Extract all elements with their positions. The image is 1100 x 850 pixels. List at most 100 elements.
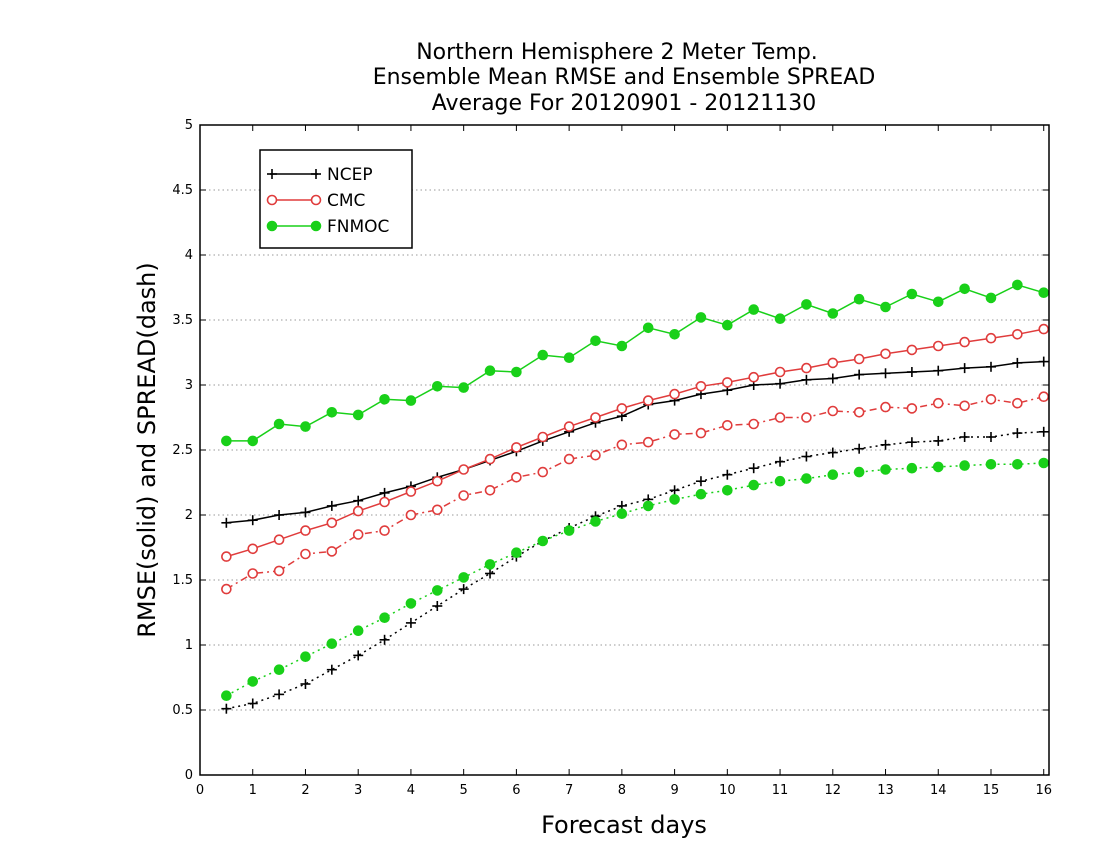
cmc-spread-point <box>563 453 575 465</box>
cmc-rmse-point <box>853 353 865 365</box>
fnmoc-rmse-point <box>273 418 285 430</box>
ncep-rmse-point <box>221 517 232 528</box>
ncep-spread-point <box>722 469 733 480</box>
tick-layer: 00.511.522.533.544.550 1 2 3 4 5 6 7 8 9 10 11 12 13 1… <box>172 118 1052 798</box>
grid-layer <box>200 189 1049 711</box>
fnmoc-spread-point <box>880 464 891 475</box>
cmc-spread-series <box>221 391 1050 595</box>
x-tick-label: 9 <box>670 783 678 798</box>
fnmoc-rmse-point <box>590 335 601 347</box>
cmc-rmse-point <box>458 464 469 475</box>
x-tick-label: 0 <box>196 783 204 798</box>
ncep-spread-point <box>485 568 496 579</box>
cmc-rmse-point <box>563 421 575 432</box>
ncep-spread-point <box>1038 426 1049 437</box>
ncep-rmse-point <box>880 368 891 379</box>
ncep-spread-line <box>226 431 1044 710</box>
ncep-spread-point <box>827 447 838 458</box>
ncep-spread-point <box>247 698 258 709</box>
cmc-spread-point <box>1038 391 1050 403</box>
fnmoc-spread-point <box>722 485 733 496</box>
cmc-rmse-series <box>221 323 1050 562</box>
cmc-rmse-point <box>352 505 364 517</box>
cmc-rmse-point <box>537 431 549 443</box>
cmc-spread-point <box>300 548 311 560</box>
fnmoc-spread-point <box>1012 459 1023 470</box>
x-tick-label: 13 <box>877 783 894 798</box>
ncep-rmse-point <box>775 378 786 389</box>
y-axis-label: RMSE(solid) and SPREAD(dash) <box>133 262 161 638</box>
fnmoc-spread-point <box>748 479 759 491</box>
cmc-spread-point <box>352 529 364 540</box>
ncep-rmse-point <box>300 507 311 518</box>
x-tick-label: 4 <box>407 783 415 798</box>
y-tick-label: 4.5 <box>172 183 193 198</box>
fnmoc-rmse-point <box>1012 279 1023 291</box>
fnmoc-rmse-point <box>458 382 469 393</box>
x-tick-label: 8 <box>618 783 626 798</box>
ncep-spread-point <box>458 584 469 595</box>
cmc-spread-point <box>1012 397 1023 409</box>
legend-label: NCEP <box>327 165 373 185</box>
cmc-spread-point <box>642 436 654 448</box>
legend-marker <box>310 220 322 232</box>
cmc-rmse-point <box>827 357 839 369</box>
legend-marker <box>266 220 278 232</box>
cmc-rmse-point <box>1038 323 1050 335</box>
cmc-spread-point <box>985 393 997 405</box>
y-tick-label: 1.5 <box>172 573 193 588</box>
fnmoc-spread-point <box>326 638 338 650</box>
x-tick-label: 16 <box>1035 783 1052 798</box>
fnmoc-rmse-point <box>616 340 628 352</box>
ncep-rmse-point <box>326 500 337 511</box>
fnmoc-spread-point <box>458 572 469 583</box>
cmc-rmse-point <box>774 366 786 378</box>
fnmoc-rmse-point <box>563 352 575 364</box>
fnmoc-spread-point <box>405 598 417 609</box>
x-tick-label: 14 <box>930 783 947 798</box>
ncep-spread-point <box>880 439 891 450</box>
fnmoc-spread-point <box>642 500 654 512</box>
ncep-spread-point <box>405 617 416 628</box>
legend-item-cmc: CMC <box>266 191 365 211</box>
fnmoc-rmse-point <box>300 421 311 432</box>
x-tick-label: 3 <box>354 783 362 798</box>
cmc-rmse-point <box>247 543 259 555</box>
fnmoc-spread-point <box>774 475 786 487</box>
cmc-rmse-point <box>669 388 680 400</box>
fnmoc-spread-point <box>300 651 311 663</box>
cmc-spread-point <box>695 427 707 439</box>
ncep-rmse-point <box>379 487 390 498</box>
x-tick-label: 7 <box>565 783 573 798</box>
cmc-rmse-point <box>932 340 944 352</box>
y-tick-label: 0.5 <box>172 703 193 718</box>
legend-item-ncep: NCEP <box>267 165 373 185</box>
fnmoc-rmse-point <box>774 313 786 325</box>
fnmoc-spread-point <box>221 690 232 702</box>
fnmoc-spread-point <box>827 469 839 481</box>
fnmoc-spread-point <box>695 488 707 500</box>
cmc-rmse-point <box>616 403 628 414</box>
fnmoc-rmse-point <box>827 308 839 319</box>
cmc-rmse-point <box>801 362 812 374</box>
y-tick-label: 1 <box>185 638 193 653</box>
x-tick-label: 5 <box>460 783 468 798</box>
ncep-spread-point <box>775 456 786 467</box>
ncep-rmse-point <box>933 365 944 376</box>
legend-item-fnmoc: FNMOC <box>266 217 389 237</box>
cmc-spread-point <box>748 418 759 430</box>
fnmoc-rmse-point <box>801 299 812 310</box>
fnmoc-rmse-point <box>1038 287 1050 299</box>
cmc-spread-point <box>880 401 891 413</box>
chart-title-line-3: Average For 20120901 - 20121130 <box>432 91 817 116</box>
cmc-spread-point <box>959 400 970 412</box>
fnmoc-rmse-point <box>880 301 891 313</box>
cmc-spread-point <box>827 405 839 417</box>
ncep-spread-point <box>221 703 232 714</box>
fnmoc-rmse-point <box>352 409 364 421</box>
cmc-spread-point <box>853 406 865 418</box>
fnmoc-rmse-point <box>932 296 944 308</box>
cmc-spread-point <box>379 525 390 536</box>
fnmoc-spread-point <box>273 664 285 676</box>
fnmoc-spread-point <box>484 559 496 570</box>
